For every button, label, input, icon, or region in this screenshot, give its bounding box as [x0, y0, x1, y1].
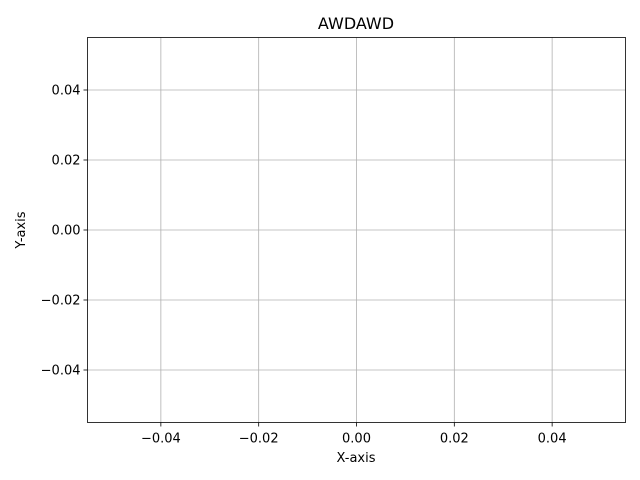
- x-tick-label: −0.04: [141, 432, 181, 447]
- x-tick-label: −0.02: [239, 432, 279, 447]
- y-tick-label: 0.04: [52, 84, 81, 99]
- chart-title: AWDAWD: [318, 14, 394, 33]
- y-tick-label: 0.02: [52, 154, 81, 169]
- x-axis-label: X-axis: [337, 451, 376, 466]
- y-tick-label: 0.00: [52, 224, 81, 239]
- grid-layer: [87, 37, 626, 423]
- x-tick-label: 0.02: [440, 432, 469, 447]
- x-tick-label: 0.00: [342, 432, 371, 447]
- y-axis-label: Y-axis: [14, 211, 29, 249]
- y-tick-label: −0.04: [41, 364, 81, 379]
- tick-layer: −0.04 −0.02 0.00 0.02 0.04 −0.04 −0.02 0.00 0.02…: [41, 84, 567, 447]
- x-tick-label: 0.04: [538, 432, 567, 447]
- y-tick-label: −0.02: [41, 294, 81, 309]
